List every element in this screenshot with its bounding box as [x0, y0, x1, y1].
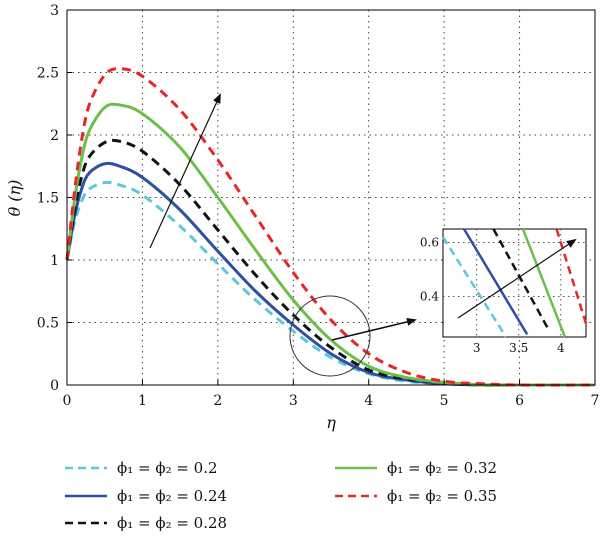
y-tick-label: 2 — [50, 128, 59, 144]
trend-arrow — [149, 93, 221, 249]
inset-ticks: 3 3.5 4 0.4 0.6 — [420, 236, 565, 356]
inset-frame — [442, 228, 587, 338]
zoom-arrow — [331, 317, 417, 341]
y-axis-label: θ (η) — [5, 180, 24, 217]
inset-y-tick-label: 0.6 — [420, 236, 439, 250]
y-tick-label: 3 — [50, 3, 59, 19]
inset-y-tick-label: 0.4 — [420, 290, 439, 304]
inset-plot: 3 3.5 4 0.4 0.6 — [420, 228, 588, 356]
inset-x-tick-label: 3 — [473, 341, 481, 355]
inset-series — [441, 228, 588, 338]
x-tick-label: 1 — [138, 393, 147, 409]
inset-series-line-1 — [441, 236, 508, 338]
series-layer — [65, 67, 596, 387]
inset-series-line-4 — [521, 228, 567, 338]
inset-x-tick-label: 3.5 — [509, 341, 528, 355]
x-tick-label: 7 — [591, 393, 600, 409]
grid-lines — [67, 10, 595, 385]
y-tick-label: 0 — [50, 378, 59, 394]
x-tick-label: 6 — [515, 393, 524, 409]
axis-ticks: 0 1 2 3 4 5 6 7 0 0.5 1 1.5 2 2.5 3 — [37, 3, 600, 409]
series-line-3 — [65, 138, 595, 387]
inset-trend-arrow — [457, 238, 577, 319]
x-tick-label: 4 — [364, 393, 373, 409]
inset-series-line-5 — [555, 228, 588, 324]
inset-series-line-3 — [492, 228, 550, 330]
y-tick-label: 1 — [50, 253, 59, 269]
x-tick-label: 2 — [213, 393, 222, 409]
x-tick-label: 0 — [63, 393, 72, 409]
y-tick-label: 0.5 — [37, 316, 59, 332]
series-line-5 — [65, 67, 596, 387]
inset-x-tick-label: 4 — [557, 341, 565, 355]
y-tick-label: 1.5 — [37, 191, 59, 207]
x-axis-label: η — [326, 413, 336, 432]
zoom-circle — [289, 295, 371, 377]
x-tick-label: 3 — [289, 393, 298, 409]
x-tick-label: 5 — [440, 393, 449, 409]
inset-series-line-2 — [462, 228, 529, 335]
y-tick-label: 2.5 — [37, 66, 59, 82]
